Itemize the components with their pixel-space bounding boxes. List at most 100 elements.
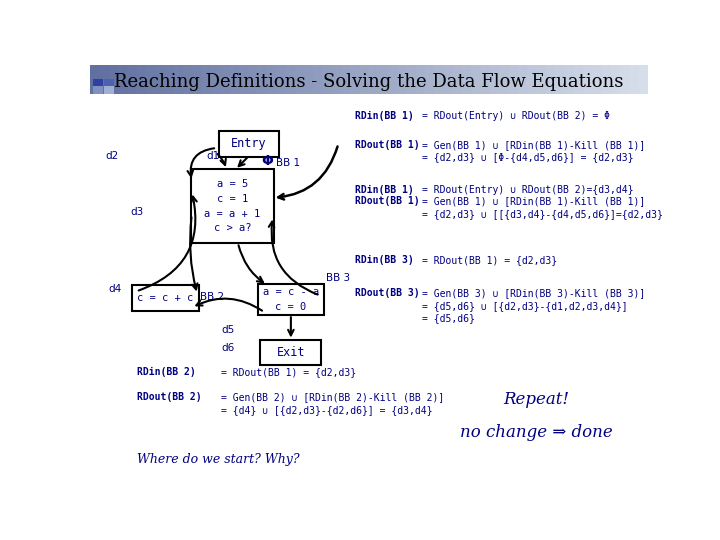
Text: a = 5
c = 1
a = a + 1
c > a?: a = 5 c = 1 a = a + 1 c > a? [204, 179, 261, 233]
Bar [499, 65, 508, 94]
Bar [220, 65, 230, 94]
Bar [378, 65, 387, 94]
Bar [536, 65, 546, 94]
Bar [137, 65, 145, 94]
Text: = RDout(BB 1) = {d2,d3}: = RDout(BB 1) = {d2,d3} [422, 255, 557, 265]
Bar [93, 79, 103, 86]
Text: RDin(BB 1): RDin(BB 1) [355, 111, 414, 120]
Text: d5: d5 [222, 325, 235, 335]
Bar [323, 65, 332, 94]
Bar [351, 65, 360, 94]
Text: RDin(BB 2): RDin(BB 2) [138, 367, 196, 377]
Text: d1: d1 [206, 151, 220, 161]
FancyBboxPatch shape [261, 340, 321, 366]
Text: Where do we start? Why?: Where do we start? Why? [138, 453, 300, 467]
Text: = Gen(BB 2) ∪ [RDin(BB 2)-Kill (BB 2)]: = Gen(BB 2) ∪ [RDin(BB 2)-Kill (BB 2)] [221, 393, 444, 402]
Text: Entry: Entry [231, 137, 267, 150]
Text: = RDout(BB 1) = {d2,d3}: = RDout(BB 1) = {d2,d3} [221, 367, 356, 377]
Bar [109, 65, 118, 94]
Text: BB 1: BB 1 [276, 158, 300, 168]
Bar [99, 65, 109, 94]
Bar [294, 65, 304, 94]
Bar [508, 65, 518, 94]
Text: RDout(BB 1): RDout(BB 1) [355, 140, 420, 150]
Bar [127, 65, 137, 94]
Bar [276, 65, 285, 94]
Bar [239, 65, 248, 94]
Bar [258, 65, 266, 94]
Bar [444, 65, 453, 94]
Text: RDin(BB 3): RDin(BB 3) [355, 255, 414, 265]
Bar [583, 65, 593, 94]
Bar [555, 65, 564, 94]
Bar [313, 65, 323, 94]
Bar [164, 65, 174, 94]
Text: RDin(BB 1): RDin(BB 1) [355, 185, 414, 194]
Bar [93, 86, 103, 94]
Bar [174, 65, 183, 94]
Text: d2: d2 [106, 151, 119, 161]
Bar [155, 65, 164, 94]
Bar [266, 65, 276, 94]
Bar [593, 65, 601, 94]
Bar [360, 65, 369, 94]
Bar [574, 65, 583, 94]
Bar [369, 65, 378, 94]
Bar [518, 65, 527, 94]
Text: = Gen(BB 3) ∪ [RDin(BB 3)-Kill (BB 3)]: = Gen(BB 3) ∪ [RDin(BB 3)-Kill (BB 3)] [422, 288, 645, 299]
Text: BB 2: BB 2 [200, 292, 225, 302]
Bar [202, 65, 211, 94]
Text: d6: d6 [222, 342, 235, 353]
Text: Φ: Φ [261, 154, 273, 167]
Text: = {d5,d6}: = {d5,d6} [422, 313, 475, 323]
Text: no change ⇒ done: no change ⇒ done [460, 424, 613, 441]
Text: = {d4} ∪ [{d2,d3}-{d2,d6}] = {d3,d4}: = {d4} ∪ [{d2,d3}-{d2,d6}] = {d3,d4} [221, 405, 433, 415]
Text: Reaching Definitions - Solving the Data Flow Equations: Reaching Definitions - Solving the Data … [114, 73, 624, 91]
Bar [415, 65, 425, 94]
Text: d3: d3 [131, 207, 144, 218]
Text: RDout(BB 1): RDout(BB 1) [355, 196, 420, 206]
Bar [397, 65, 406, 94]
Text: = {d5,d6} ∪ [{d2,d3}-{d1,d2,d3,d4}]: = {d5,d6} ∪ [{d2,d3}-{d1,d2,d3,d4}] [422, 301, 628, 311]
Bar [639, 65, 648, 94]
Text: = {d2,d3} ∪ [Φ-{d4,d5,d6}] = {d2,d3}: = {d2,d3} ∪ [Φ-{d4,d5,d6}] = {d2,d3} [422, 152, 634, 162]
Bar [481, 65, 490, 94]
Bar [90, 65, 99, 94]
Text: = RDout(Entry) ∪ RDout(BB 2)={d3,d4}: = RDout(Entry) ∪ RDout(BB 2)={d3,d4} [422, 185, 634, 194]
Bar [453, 65, 462, 94]
Text: a = c - a
c = 0: a = c - a c = 0 [263, 287, 319, 312]
Bar [230, 65, 239, 94]
Bar [304, 65, 313, 94]
FancyBboxPatch shape [132, 285, 199, 310]
FancyBboxPatch shape [219, 131, 279, 157]
Bar [601, 65, 611, 94]
Text: BB 3: BB 3 [325, 273, 350, 283]
Bar [192, 65, 202, 94]
Bar [425, 65, 434, 94]
Text: = Gen(BB 1) ∪ [RDin(BB 1)-Kill (BB 1)]: = Gen(BB 1) ∪ [RDin(BB 1)-Kill (BB 1)] [422, 196, 645, 206]
Text: = {d2,d3} ∪ [[{d3,d4}-{d4,d5,d6}]={d2,d3}: = {d2,d3} ∪ [[{d3,d4}-{d4,d5,d6}]={d2,d3… [422, 208, 663, 219]
Bar [546, 65, 555, 94]
Bar [629, 65, 639, 94]
Bar [527, 65, 536, 94]
Bar [248, 65, 258, 94]
Bar [104, 79, 114, 86]
Text: c = c + c: c = c + c [138, 293, 194, 302]
Text: d4: d4 [109, 285, 122, 294]
Bar [118, 65, 127, 94]
Bar [332, 65, 341, 94]
Bar [285, 65, 294, 94]
Text: = Gen(BB 1) ∪ [RDin(BB 1)-Kill (BB 1)]: = Gen(BB 1) ∪ [RDin(BB 1)-Kill (BB 1)] [422, 140, 645, 150]
Text: RDout(BB 3): RDout(BB 3) [355, 288, 420, 299]
Bar [564, 65, 574, 94]
Bar [472, 65, 481, 94]
Bar [490, 65, 499, 94]
FancyBboxPatch shape [258, 285, 324, 315]
Bar [387, 65, 397, 94]
FancyBboxPatch shape [191, 169, 274, 244]
Bar [211, 65, 220, 94]
Text: Repeat!: Repeat! [503, 391, 570, 408]
Bar [620, 65, 629, 94]
Bar [341, 65, 351, 94]
Bar [462, 65, 472, 94]
